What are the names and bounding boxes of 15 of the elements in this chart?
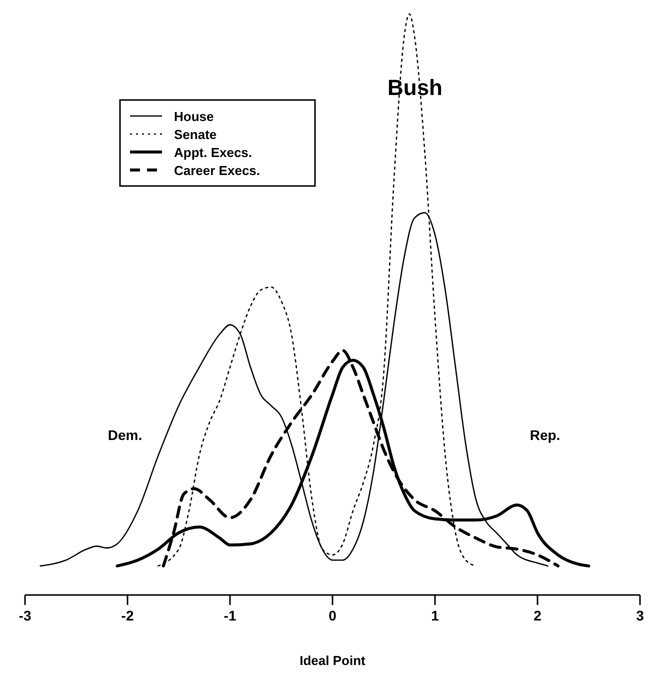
x-tick-label: 1 bbox=[431, 608, 440, 624]
x-tick-label: -3 bbox=[18, 608, 32, 624]
x-axis-title: Ideal Point bbox=[300, 653, 366, 668]
x-tick-label: 0 bbox=[328, 608, 337, 624]
annotation: Dem. bbox=[108, 427, 142, 443]
legend-label: Appt. Execs. bbox=[174, 145, 252, 160]
x-tick-label: 3 bbox=[636, 608, 644, 624]
annotation: Bush bbox=[388, 75, 442, 100]
x-tick-label: -1 bbox=[224, 608, 236, 624]
legend-label: Senate bbox=[174, 127, 217, 142]
x-tick-label: -2 bbox=[121, 608, 134, 624]
annotation: Rep. bbox=[530, 427, 560, 443]
x-tick-label: 2 bbox=[534, 608, 542, 624]
legend-label: Career Execs. bbox=[174, 163, 260, 178]
legend-label: House bbox=[174, 109, 214, 124]
